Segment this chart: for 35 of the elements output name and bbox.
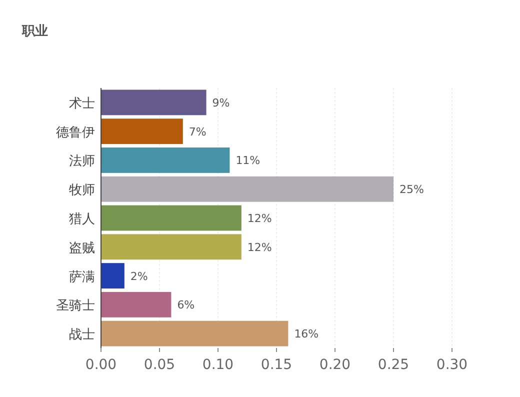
chart-title: 职业: [21, 24, 48, 39]
bar: [101, 234, 242, 260]
y-tick-label: 盗贼: [69, 240, 95, 256]
y-tick-label: 术士: [69, 96, 95, 112]
data-label: 16%: [294, 328, 319, 341]
x-tick-label: 0.00: [85, 357, 117, 373]
data-label: 2%: [130, 270, 148, 283]
bar: [101, 263, 124, 288]
data-label: 12%: [247, 240, 272, 254]
x-tick-label: 0.30: [436, 357, 468, 373]
data-label: 7%: [188, 125, 206, 138]
bar: [101, 148, 230, 173]
bar: [101, 292, 172, 318]
bar: [101, 320, 288, 346]
y-tick-label: 猎人: [69, 212, 95, 227]
bar: [101, 176, 394, 202]
y-tick-label: 圣骑士: [56, 298, 95, 314]
y-tick-label: 法师: [69, 154, 95, 170]
bar: [101, 118, 183, 144]
y-tick-label: 战士: [69, 328, 95, 343]
data-label: 25%: [400, 183, 424, 196]
x-tick-label: 0.25: [378, 357, 410, 373]
bar: [101, 90, 206, 116]
y-tick-label: 萨满: [69, 270, 95, 285]
bar: [101, 205, 242, 231]
data-label: 6%: [177, 298, 195, 312]
data-label: 9%: [212, 96, 230, 110]
y-tick-label: 德鲁伊: [56, 125, 95, 140]
data-label: 11%: [236, 154, 260, 168]
x-tick-label: 0.05: [144, 357, 176, 373]
data-label: 12%: [247, 212, 272, 225]
x-tick-label: 0.10: [202, 357, 234, 373]
x-tick-label: 0.15: [260, 357, 292, 373]
x-tick-label: 0.20: [319, 357, 351, 373]
y-tick-label: 牧师: [69, 183, 95, 198]
